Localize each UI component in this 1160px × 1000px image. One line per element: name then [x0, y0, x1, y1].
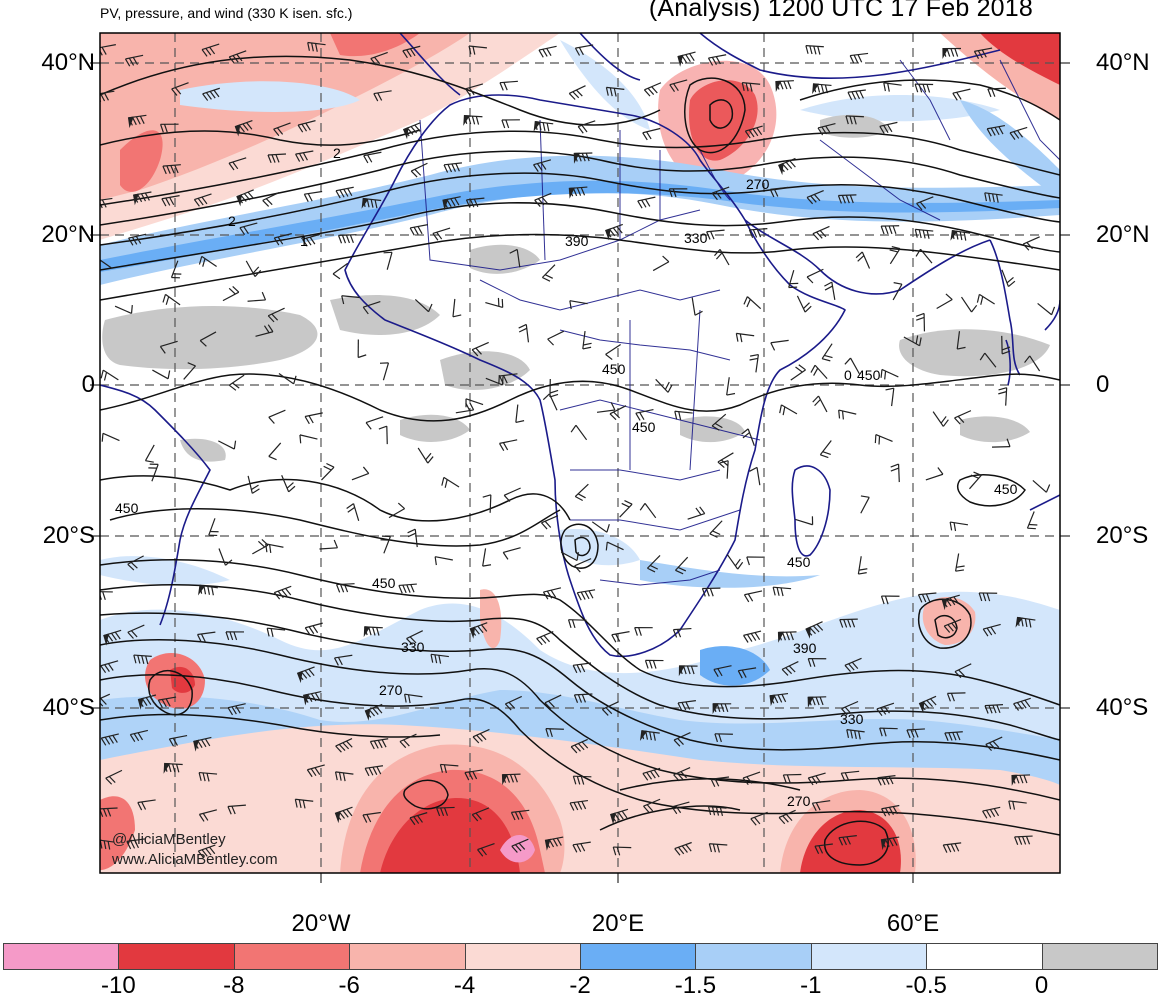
lat-label-right: 40°S — [1096, 696, 1148, 720]
contour-label: 2 — [228, 213, 236, 229]
colorbar-swatch — [3, 943, 119, 970]
contour-label: 450 — [602, 361, 626, 377]
colorbar-swatch — [926, 943, 1042, 970]
colorbar-swatch — [118, 943, 234, 970]
credit-handle: @AliciaMBentley — [112, 831, 226, 848]
contour-label: 450 — [994, 481, 1018, 497]
contour-label: 450 — [115, 500, 139, 516]
lat-label-right: 20°S — [1096, 524, 1148, 548]
lat-label-right: 0 — [1096, 373, 1109, 397]
colorbar-label: 0 — [1035, 972, 1048, 1000]
contour-label: 450 — [632, 419, 656, 435]
contour-label: 1 — [300, 233, 308, 249]
contour-label: 450 — [787, 554, 811, 570]
lat-label-right: 20°N — [1096, 223, 1150, 247]
contour-label: 270 — [379, 682, 403, 698]
contour-label: 450 — [372, 575, 396, 591]
contour-label: 330 — [840, 711, 864, 727]
contour-label: 270 — [787, 793, 811, 809]
colorbar-label: -2 — [569, 972, 590, 1000]
colorbar-swatch — [465, 943, 581, 970]
lon-label: 20°E — [592, 910, 644, 938]
lat-label-left: 40°N — [0, 51, 95, 75]
colorbar-swatch — [695, 943, 811, 970]
colorbar-swatch — [349, 943, 465, 970]
lat-label-left: 0 — [0, 373, 95, 397]
lat-label-right: 40°N — [1096, 51, 1150, 75]
lon-label: 60°E — [887, 910, 939, 938]
contour-label: 390 — [565, 233, 589, 249]
contour-label: 330 — [684, 230, 708, 246]
contour-label: 450 — [857, 367, 881, 383]
lat-label-left: 20°N — [0, 223, 95, 247]
colorbar-label: -4 — [454, 972, 475, 1000]
contour-label: 390 — [793, 640, 817, 656]
lon-label: 20°W — [292, 910, 351, 938]
credit-website: www.AliciaMBentley.com — [112, 851, 278, 868]
colorbar-label: -6 — [339, 972, 360, 1000]
colorbar-label: -0.5 — [906, 972, 947, 1000]
contour-label: 330 — [401, 639, 425, 655]
colorbar-swatch — [580, 943, 696, 970]
colorbar-swatch — [234, 943, 350, 970]
colorbar-swatch — [811, 943, 927, 970]
colorbar-swatch — [1042, 943, 1158, 970]
colorbar-label: -10 — [101, 972, 136, 1000]
lat-label-left: 20°S — [0, 524, 95, 548]
colorbar-label: -1 — [800, 972, 821, 1000]
lat-label-left: 40°S — [0, 696, 95, 720]
contour-label: 2 — [333, 145, 341, 161]
contour-label: 0 — [844, 367, 852, 383]
contour-label: 270 — [746, 176, 770, 192]
colorbar-label: -1.5 — [675, 972, 716, 1000]
colorbar-label: -8 — [223, 972, 244, 1000]
